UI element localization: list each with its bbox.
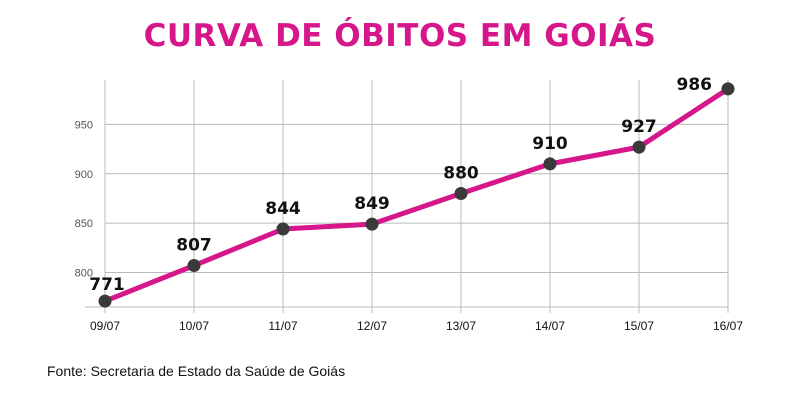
x-tick-label: 10/07: [179, 319, 209, 333]
data-labels: 771 807 844 849 880 910 927 986: [89, 75, 712, 295]
data-label: 927: [621, 117, 657, 137]
series-polyline: [102, 86, 731, 304]
y-tick-label: 950: [75, 119, 93, 131]
data-label: 880: [443, 164, 479, 184]
data-label: 844: [265, 199, 301, 219]
x-tick-label: 11/07: [268, 319, 297, 333]
x-tick-label: 15/07: [624, 319, 654, 333]
data-point: [276, 222, 290, 236]
y-tick-label: 800: [75, 267, 93, 279]
data-point: [454, 187, 468, 200]
data-label: 986: [677, 75, 713, 95]
y-tick-label: 850: [75, 218, 93, 230]
data-label: 910: [532, 134, 568, 154]
x-tick-label: 09/07: [90, 319, 120, 333]
x-axis: 09/07 10/07 11/07 12/07 13/07 14/07 15/07 16/07: [90, 319, 743, 333]
data-point: [98, 294, 112, 308]
x-tick-label: 13/07: [446, 319, 476, 333]
y-tick-label: 900: [75, 169, 93, 181]
x-tick-label: 14/07: [535, 319, 565, 333]
x-tick-label: 16/07: [713, 319, 743, 333]
grid: [85, 80, 729, 313]
data-point: [632, 140, 646, 154]
data-points: [98, 82, 735, 308]
series-line: [102, 86, 731, 304]
chart-title: CURVA DE ÓBITOS EM GOIÁS: [143, 18, 657, 54]
data-label: 771: [89, 275, 125, 295]
y-axis: 800 850 900 950: [75, 119, 93, 279]
data-label: 849: [354, 194, 390, 214]
data-point: [721, 82, 735, 96]
data-point: [187, 259, 201, 273]
x-tick-label: 12/07: [357, 319, 387, 333]
source-note: Fonte: Secretaria de Estado da Saúde de …: [47, 363, 346, 379]
data-point: [365, 217, 379, 231]
data-point: [543, 157, 557, 171]
data-label: 807: [176, 236, 212, 256]
